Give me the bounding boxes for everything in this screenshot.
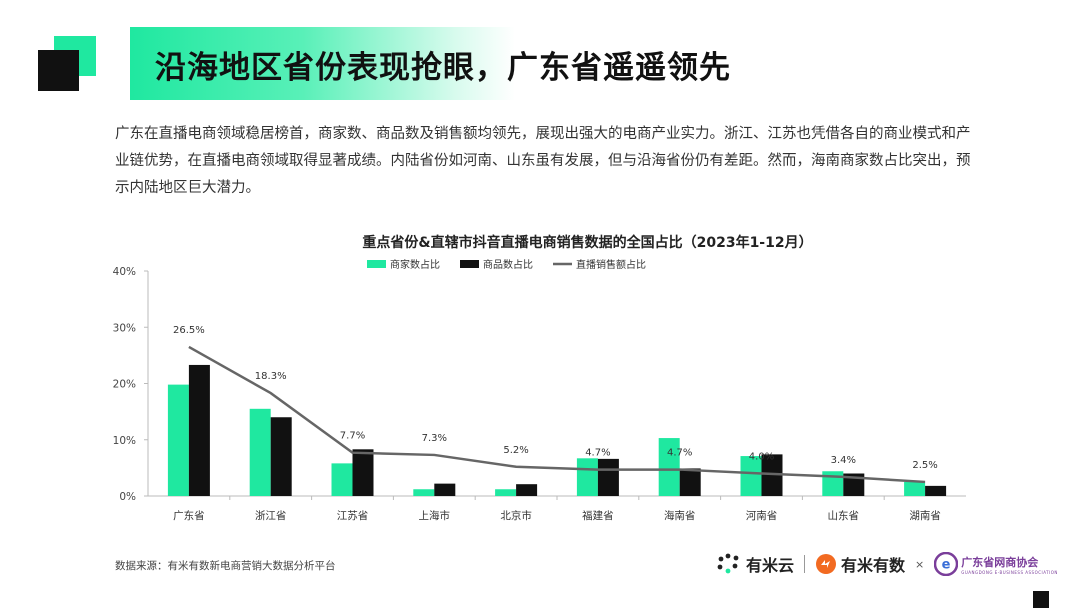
- bar-merchant: [167, 384, 189, 496]
- logo-times: ×: [915, 557, 925, 571]
- chart-title: 重点省份&直辖市抖音直播电商销售数据的全国占比（2023年1-12月）: [362, 235, 813, 251]
- y-tick-label: 0%: [119, 491, 136, 503]
- x-tick-label: 山东省: [828, 509, 860, 522]
- y-tick-label: 10%: [113, 435, 136, 447]
- x-tick-label: 海南省: [664, 509, 696, 522]
- data-source: 数据来源：有米有数新电商营销大数据分析平台: [115, 560, 336, 572]
- data-label: 7.7%: [340, 431, 365, 442]
- data-label: 26.5%: [173, 325, 205, 336]
- logo-bar: 有米云 有米有数 × e 广东省网商协会 GUANGDONG E-BUSINES…: [716, 548, 1058, 580]
- bar-product: [516, 484, 538, 496]
- bar-product: [270, 417, 292, 496]
- bar-product: [597, 458, 619, 496]
- x-tick-label: 北京市: [500, 509, 532, 522]
- logo-association: e 广东省网商协会 GUANGDONG E-BUSINESS ASSOCIATI…: [934, 552, 1058, 576]
- line-sales-share: [188, 345, 926, 484]
- youmiyun-icon: [717, 553, 739, 574]
- data-label: 4.0%: [749, 452, 774, 463]
- x-tick-label: 福建省: [582, 509, 614, 522]
- decor-square-corner: [1033, 591, 1049, 608]
- youmiyoushu-icon: [816, 554, 837, 574]
- x-tick-label: 江苏省: [337, 509, 369, 522]
- bar-product: [434, 483, 456, 496]
- bar-product: [925, 485, 947, 496]
- x-tick-label: 上海市: [419, 509, 451, 522]
- y-tick-label: 20%: [113, 379, 136, 391]
- x-tick-label: 广东省: [173, 509, 205, 522]
- logo-youmiyoushu-text: 有米有数: [841, 556, 906, 575]
- bar-product: [352, 449, 374, 496]
- data-label: 7.3%: [422, 433, 447, 444]
- x-tick-label: 湖南省: [909, 509, 941, 522]
- bar-product: [843, 473, 865, 496]
- data-label: 3.4%: [831, 455, 856, 466]
- bar-merchant: [331, 463, 353, 496]
- data-label: 18.3%: [255, 371, 287, 382]
- data-label: 5.2%: [503, 445, 528, 456]
- data-label: 2.5%: [912, 460, 937, 471]
- chart-title-wrap: 重点省份&直辖市抖音直播电商销售数据的全国占比（2023年1-12月）: [0, 232, 1080, 252]
- bar-product: [679, 468, 701, 496]
- logo-association-name: 广东省网商协会: [961, 555, 1039, 569]
- bar-merchant: [658, 438, 680, 496]
- y-tick-label: 30%: [113, 322, 136, 334]
- legend-label: 商品数占比: [483, 258, 533, 271]
- logo-separator: [804, 555, 806, 573]
- bar-product: [188, 364, 210, 496]
- legend-label: 商家数占比: [390, 258, 440, 271]
- bar-merchant: [413, 489, 435, 496]
- bar-merchant: [249, 408, 271, 496]
- bar-merchant: [904, 481, 926, 496]
- page-title: 沿海地区省份表现抢眼，广东省遥遥领先: [155, 50, 731, 86]
- legend-swatch: [460, 260, 479, 268]
- legend-label: 直播销售额占比: [576, 258, 646, 271]
- x-tick-label: 河南省: [746, 509, 778, 522]
- logo-association-text: 广东省网商协会 GUANGDONG E-BUSINESS ASSOCIATION: [961, 554, 1058, 575]
- bar-merchant: [576, 458, 598, 496]
- legend-swatch: [367, 260, 386, 268]
- intro-paragraph: 广东在直播电商领域稳居榜首，商家数、商品数及销售额均领先，展现出强大的电商产业实…: [115, 126, 971, 196]
- association-icon: e: [934, 552, 959, 576]
- bar-merchant: [495, 489, 517, 496]
- data-label: 4.7%: [585, 448, 610, 459]
- logo-youmiyoushu: 有米有数: [815, 552, 905, 576]
- decor-square-black: [38, 50, 79, 91]
- bar-merchant: [740, 456, 762, 496]
- y-tick-label: 40%: [113, 266, 136, 278]
- title-band: [130, 27, 515, 100]
- logo-association-en: GUANGDONG E-BUSINESS ASSOCIATION: [961, 569, 1058, 575]
- logo-youmiyun: 有米云: [716, 552, 794, 576]
- data-label: 4.7%: [667, 448, 692, 459]
- svg-text:e: e: [942, 558, 951, 573]
- bar-product: [761, 454, 783, 496]
- x-tick-label: 浙江省: [255, 509, 287, 522]
- logo-youmiyun-text: 有米云: [746, 556, 795, 575]
